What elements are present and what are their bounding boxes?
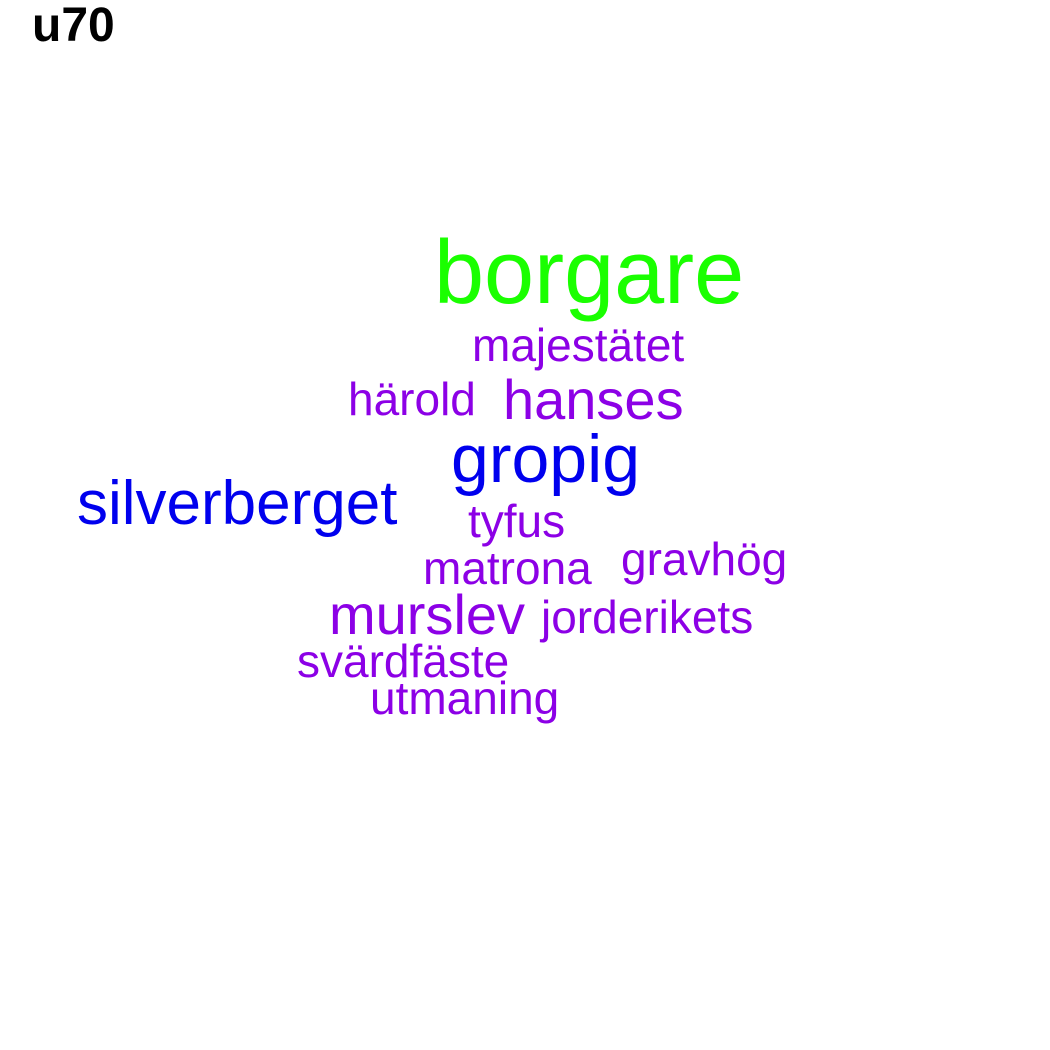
word-tyfus: tyfus	[468, 495, 566, 547]
word-majestatet: majestätet	[472, 319, 685, 371]
word-silverberget: silverberget	[77, 469, 398, 538]
word-harold: härold	[348, 373, 476, 425]
page-title: u70	[32, 0, 115, 52]
word-matrona: matrona	[423, 542, 592, 594]
word-svardfaste: svärdfäste	[297, 635, 510, 687]
word-jorderikets: jorderikets	[541, 591, 754, 643]
word-gravhog: gravhög	[621, 533, 788, 585]
word-murslev: murslev	[329, 583, 526, 646]
word-utmaning: utmaning	[370, 672, 560, 724]
word-hanses: hanses	[503, 368, 684, 431]
word-gropig: gropig	[451, 421, 641, 497]
word-borgare: borgare	[434, 223, 745, 323]
